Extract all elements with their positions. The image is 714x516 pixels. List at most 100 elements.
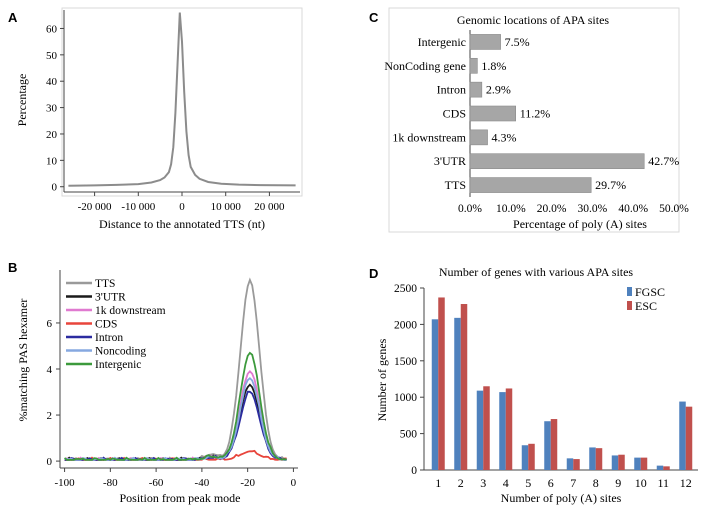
panel-d-bar-fgsc: [656, 465, 664, 470]
panel-b-legend-label: CDS: [95, 319, 117, 331]
panel-c-x-ticks: 0.0% 10.0% 20.0% 30.0% 40.0% 50.0%: [458, 203, 689, 215]
panel-b-x-tick-label: -60: [149, 477, 164, 489]
panel-a-x-ticks: -20 000 -10 000 0 10 000 20 000: [78, 192, 285, 213]
panel-d-y-ticks: 0 500 1000 1500 2000 2500: [394, 283, 424, 477]
panel-d-bar-esc: [663, 466, 670, 470]
panel-a-x-tick-label: -10 000: [121, 201, 155, 213]
panel-c-bar: [469, 81, 483, 98]
panel-c-category-label: TTS: [445, 178, 466, 192]
panel-d-x-tick-label: 5: [525, 476, 531, 490]
panel-d-bar-esc: [505, 388, 513, 470]
panel-d-x-tick-label: 3: [480, 476, 486, 490]
panel-c-frame: [388, 7, 680, 233]
panel-d-x-tick-label: 10: [635, 476, 647, 490]
panel-b-x-ticks: -100 -80 -60 -40 -20 0: [54, 468, 297, 489]
panel-d-bar-fgsc: [589, 447, 596, 470]
panel-a-x-tick-label: -20 000: [78, 201, 112, 213]
panel-d-legend-swatch: [627, 301, 632, 310]
panel-c-value-label: 1.8%: [481, 59, 506, 73]
panel-b-line-4: [64, 390, 287, 461]
panel-d-y-tick-label: 1500: [394, 356, 417, 368]
panel-d-bar-fgsc: [499, 392, 506, 470]
panel-d-legend-label: FGSC: [635, 285, 665, 299]
panel-b-xlabel: Position from peak mode: [120, 491, 241, 505]
panel-b-y-tick-label: 6: [47, 318, 53, 330]
panel-a-ylabel: Percentage: [15, 74, 29, 127]
panel-letter-d: D: [369, 266, 378, 281]
panel-b-legend-label: TTS: [95, 278, 115, 290]
panel-c-value-label: 4.3%: [492, 130, 517, 144]
panel-d-x-tick-label: 7: [570, 476, 576, 490]
panel-b-legend-label: Intron: [95, 332, 123, 344]
panel-a: 0 10 20 30 40 50 60 -20 000 -10 000 0 10 000 20 00…: [15, 7, 303, 231]
panel-d-x-tick-label: 4: [503, 476, 509, 490]
panel-d-bar-esc: [640, 457, 648, 470]
panel-d-bar-esc: [573, 459, 580, 470]
panel-b-y-ticks: 0 2 4 6: [47, 318, 60, 468]
panel-c-value-label: 11.2%: [520, 107, 551, 121]
panel-b-ylabel: %matching PAS hexamer: [16, 299, 30, 422]
panel-a-y-tick-label: 60: [46, 23, 58, 35]
panel-d-y-tick-label: 0: [411, 465, 417, 477]
panel-b-y-tick-label: 2: [47, 410, 53, 422]
panel-a-y-tick-label: 0: [52, 182, 58, 194]
panel-c-value-label: 29.7%: [595, 178, 626, 192]
panel-d-ylabel: Number of genes: [375, 338, 389, 421]
panel-d-bar-fgsc: [566, 458, 574, 470]
panel-d-bar-fgsc: [431, 319, 439, 470]
panel-a-y-tick-label: 40: [46, 76, 58, 88]
panel-d-x-tick-label: 2: [458, 476, 464, 490]
panel-d-bar-esc: [595, 448, 603, 470]
panel-b-x-tick-label: 0: [291, 477, 297, 489]
panel-d-bar-esc: [483, 386, 490, 470]
panel-c-category-label: Intron: [437, 83, 466, 97]
panel-d-y-tick-label: 2000: [394, 319, 417, 331]
panel-c-value-label: 42.7%: [648, 154, 679, 168]
panel-d-x-tick-label: 1: [435, 476, 441, 490]
panel-letter-c: C: [369, 10, 379, 25]
panel-b-x-tick-label: -100: [54, 477, 75, 489]
panel-c-category-label: CDS: [443, 107, 466, 121]
panel-a-x-tick-label: 10 000: [211, 201, 242, 213]
panel-d-bar-esc: [618, 454, 625, 470]
panel-d-bar-esc: [550, 419, 558, 470]
panel-b-legend-label: Intergenic: [95, 359, 141, 371]
panel-d-title: Number of genes with various APA sites: [439, 265, 634, 279]
panel-letter-b: B: [8, 260, 17, 275]
panel-d-bar-fgsc: [454, 317, 461, 470]
panel-d-legend-label: ESC: [635, 299, 657, 313]
panel-c-bar: [469, 153, 645, 170]
panel-c-title: Genomic locations of APA sites: [457, 13, 610, 27]
panel-a-y-tick-label: 10: [46, 155, 58, 167]
panel-b-y-tick-label: 0: [47, 456, 53, 468]
panel-c-x-tick-label: 40.0%: [618, 203, 648, 215]
panel-a-line: [68, 12, 296, 187]
panel-d-y-tick-label: 1000: [394, 392, 417, 404]
panel-c-x-tick-label: 10.0%: [496, 203, 526, 215]
panel-a-series: [68, 12, 296, 187]
panel-c-x-tick-label: 20.0%: [537, 203, 567, 215]
panel-a-xlabel: Distance to the annotated TTS (nt): [99, 217, 265, 231]
panel-c-xlabel: Percentage of poly (A) sites: [513, 217, 647, 231]
panel-c-bar: [469, 57, 478, 74]
panel-a-y-tick-label: 30: [46, 103, 58, 115]
panel-d-bar-fgsc: [544, 421, 551, 470]
panel-b-series: [64, 277, 288, 461]
panel-d-bar-esc: [528, 443, 535, 470]
panel-d: Number of genes with various APA sites 0…: [375, 265, 698, 505]
panel-b-line-6: [64, 351, 287, 461]
panel-c-bars: Intergenic 7.5% NonCoding gene 1.8% Intron 2.…: [384, 34, 679, 193]
panel-b-x-tick-label: -80: [103, 477, 118, 489]
panel-a-x-tick-label: 0: [179, 201, 185, 213]
panel-d-x-tick-label: 6: [548, 476, 554, 490]
panel-c-bar: [469, 177, 592, 193]
panel-c-bar: [469, 105, 516, 122]
panel-c-x-tick-label: 30.0%: [578, 203, 608, 215]
panel-d-x-tick-label: 11: [657, 476, 669, 490]
panel-c-category-label: 3'UTR: [434, 154, 466, 168]
panel-d-legend-swatch: [627, 287, 632, 296]
panel-c-category-label: Intergenic: [418, 35, 466, 49]
panel-c-x-tick-label: 50.0%: [659, 203, 689, 215]
